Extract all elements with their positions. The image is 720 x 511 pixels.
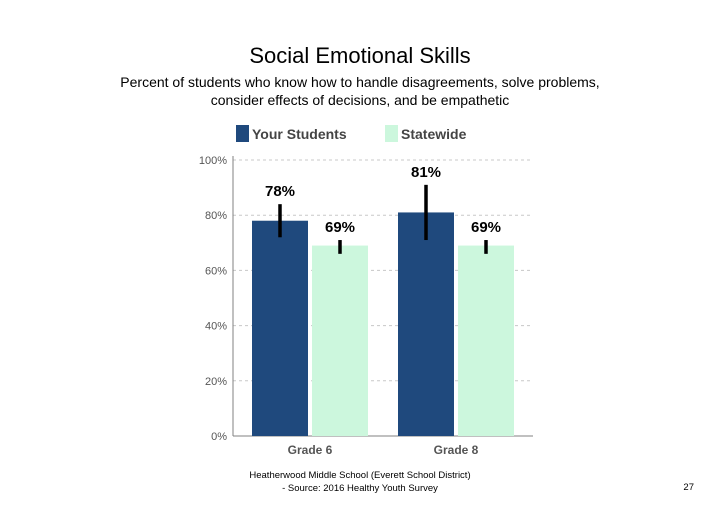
subtitle-line: consider effects of decisions, and be em… (210, 92, 510, 108)
page-number: 27 (683, 482, 694, 493)
footer-source: Heatherwood Middle School (Everett Schoo… (220, 469, 500, 495)
y-tick-label: 100% (199, 155, 227, 167)
data-label: 78% (265, 183, 295, 200)
x-tick-label: Grade 8 (434, 443, 479, 457)
data-label: 69% (325, 219, 355, 236)
bar (398, 212, 454, 436)
y-tick-label: 40% (205, 321, 227, 333)
data-label: 69% (471, 219, 501, 236)
y-tick-label: 20% (205, 376, 227, 388)
legend-swatch (236, 125, 249, 142)
data-label: 81% (411, 164, 441, 181)
footer-line: - Source: 2016 Healthy Youth Survey (282, 483, 438, 494)
y-tick-label: 60% (205, 265, 227, 277)
slide-subtitle: Percent of students who know how to hand… (60, 73, 660, 109)
slide-title: Social Emotional Skills (249, 43, 471, 68)
legend-label: Statewide (401, 126, 467, 142)
legend-label: Your Students (252, 126, 347, 142)
footer-line: Heatherwood Middle School (Everett Schoo… (249, 470, 471, 481)
legend-swatch (385, 125, 398, 142)
bar (252, 220, 308, 436)
y-tick-label: 80% (205, 210, 227, 222)
subtitle-line: Percent of students who know how to hand… (120, 74, 600, 90)
bar (312, 245, 368, 436)
x-tick-label: Grade 6 (288, 443, 333, 457)
bar (458, 245, 514, 436)
y-tick-label: 0% (211, 431, 227, 443)
